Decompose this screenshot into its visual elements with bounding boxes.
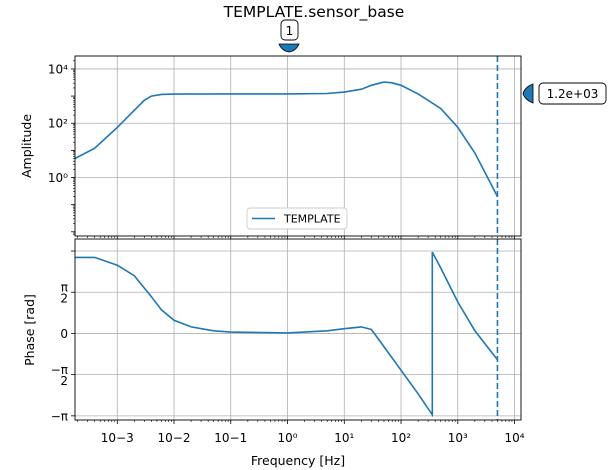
phase-panel: 10−3 10−2 10−1 10⁰ 10¹ 10² 10³ 10⁴ −π −π 2 0 π 2 Pha… <box>22 238 525 468</box>
x-tick-label-6: 10³ <box>448 431 468 445</box>
phase-x-ticks: 10−3 10−2 10−1 10⁰ 10¹ 10² 10³ 10⁴ <box>77 420 525 445</box>
x-tick-label-2: 10−1 <box>214 431 247 445</box>
phase-y-tick-label-2: 0 <box>60 327 68 341</box>
amplitude-y-tick-label-1: 10² <box>48 117 68 131</box>
phase-grid <box>75 239 521 420</box>
chart-title: TEMPLATE.sensor_base <box>223 3 405 22</box>
frequency-marker-annotation: 1 <box>278 19 300 53</box>
legend-box <box>246 207 348 230</box>
legend: TEMPLATE <box>246 207 348 230</box>
phase-y-tick-label-0: −π <box>51 409 68 423</box>
phase-plot-background <box>75 239 521 420</box>
frequency-marker-badge <box>280 19 299 41</box>
phase-y-tick-label-1: −π 2 <box>51 363 68 388</box>
phase-series-line <box>75 251 499 418</box>
phase-y-axis-label: Phase [rad] <box>22 294 37 366</box>
amplitude-y-ticks: 10⁰ 10² 10⁴ <box>48 60 75 235</box>
x-tick-label-5: 10² <box>391 431 411 445</box>
frequency-marker-label: 1 <box>286 24 294 38</box>
amplitude-y-axis-label: Amplitude <box>19 114 34 178</box>
amplitude-marker-badge <box>538 82 607 105</box>
phase-plot-frame <box>74 238 522 421</box>
amplitude-marker-handle[interactable] <box>522 83 534 104</box>
x-tick-label-7: 10⁴ <box>504 431 524 445</box>
amplitude-y-tick-label-0: 10⁰ <box>48 171 68 185</box>
amplitude-series-line <box>74 81 499 197</box>
frequency-marker-handle[interactable] <box>278 43 300 53</box>
amplitude-plot-background <box>75 56 521 236</box>
amplitude-plot-frame <box>74 55 522 237</box>
amplitude-marker-label: 1.2e+03 <box>547 87 599 101</box>
x-tick-label-4: 10¹ <box>334 431 354 445</box>
amplitude-y-tick-label-2: 10⁴ <box>48 62 68 76</box>
legend-entry-label: TEMPLATE <box>283 213 341 226</box>
frequency-x-axis-label: Frequency [Hz] <box>251 453 345 468</box>
amplitude-panel: 10⁰ 10² 10⁴ Amplitude TEMPLATE <box>19 55 522 240</box>
x-tick-label-3: 10⁰ <box>277 431 297 445</box>
x-tick-label-0: 10−3 <box>101 431 134 445</box>
x-tick-label-1: 10−2 <box>158 431 191 445</box>
phase-y-ticks: −π −π 2 0 π 2 <box>51 250 75 423</box>
amplitude-marker-annotation: 1.2e+03 <box>522 82 607 105</box>
amplitude-grid <box>75 56 521 236</box>
